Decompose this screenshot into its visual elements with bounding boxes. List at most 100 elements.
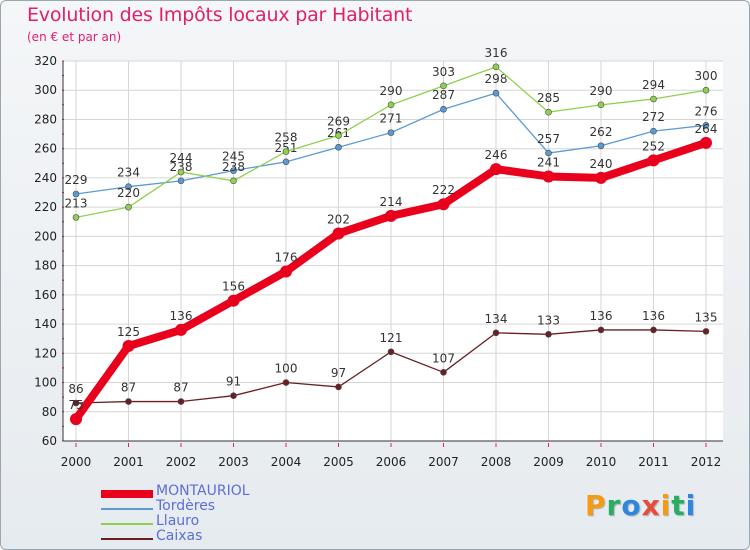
legend-label: Caixas (156, 528, 203, 544)
data-point-llauro (492, 63, 500, 71)
legend-swatch (101, 508, 153, 510)
logo-letter: P (585, 489, 607, 522)
x-tick-label: 2007 (428, 455, 459, 469)
data-label-torderes: 287 (432, 88, 455, 102)
legend-item-llauro: Llauro (101, 513, 321, 531)
data-label-caixas: 86 (68, 382, 83, 396)
data-label-caixas: 136 (590, 309, 613, 323)
data-point-montauriol (332, 227, 345, 240)
data-point-caixas (597, 326, 605, 334)
x-tick-label: 2012 (691, 455, 722, 469)
data-point-montauriol (122, 340, 135, 352)
data-point-caixas (492, 329, 500, 337)
data-point-torderes (282, 158, 290, 166)
legend-label: MONTAURIOL (156, 483, 250, 499)
y-tick-label: 60 (42, 434, 57, 448)
data-point-llauro (597, 101, 605, 109)
data-label-llauro: 238 (222, 160, 245, 174)
data-point-torderes (335, 143, 342, 151)
data-label-llauro: 316 (485, 46, 508, 60)
data-label-llauro: 303 (432, 65, 455, 79)
data-label-montauriol: 136 (170, 309, 193, 323)
y-tick-label: 140 (34, 317, 57, 331)
proxiti-logo: Proxiti (585, 489, 696, 522)
data-label-montauriol: 214 (380, 195, 403, 209)
legend-label: Llauro (156, 513, 200, 529)
data-point-montauriol (700, 136, 712, 149)
y-tick-label: 240 (34, 171, 57, 185)
data-label-caixas: 87 (173, 381, 188, 395)
data-label-montauriol: 264 (695, 122, 718, 136)
data-point-torderes (597, 142, 605, 150)
logo-letter: i (660, 489, 672, 522)
data-point-caixas (650, 326, 657, 334)
y-tick-label: 160 (34, 288, 57, 302)
data-label-caixas: 91 (226, 375, 241, 389)
data-label-torderes: 234 (117, 166, 140, 180)
data-point-llauro (650, 95, 657, 103)
data-point-llauro (177, 168, 185, 176)
data-label-torderes: 271 (380, 112, 403, 126)
data-label-llauro: 258 (275, 131, 298, 145)
data-point-caixas (545, 331, 552, 338)
data-label-llauro: 285 (537, 91, 560, 105)
data-label-caixas: 136 (642, 309, 665, 323)
logo-letter: i (685, 489, 697, 522)
data-label-torderes: 272 (642, 110, 665, 124)
legend-swatch (101, 523, 153, 525)
legend-item-torderes: Tordères (101, 498, 321, 516)
data-label-torderes: 238 (170, 160, 193, 174)
legend-swatch (101, 490, 153, 498)
x-tick-label: 2011 (638, 455, 669, 469)
data-point-montauriol (595, 171, 607, 184)
data-point-caixas (125, 398, 132, 405)
x-tick-label: 2005 (323, 455, 354, 469)
data-label-llauro: 290 (380, 84, 403, 98)
y-tick-label: 220 (34, 200, 57, 214)
y-tick-label: 260 (34, 142, 57, 156)
y-tick-label: 180 (34, 259, 57, 273)
data-point-torderes (230, 167, 237, 174)
y-tick-label: 100 (34, 376, 57, 390)
data-point-torderes (177, 177, 185, 185)
data-label-torderes: 262 (590, 125, 613, 139)
plot-area (63, 61, 723, 441)
legend-label: Tordères (156, 498, 216, 514)
data-point-llauro (440, 82, 447, 90)
data-label-montauriol: 176 (275, 250, 298, 264)
data-label-torderes: 229 (65, 173, 88, 187)
data-point-montauriol (280, 265, 292, 278)
data-point-torderes (492, 89, 500, 97)
data-point-caixas (440, 369, 447, 376)
data-label-caixas: 121 (380, 331, 403, 345)
data-point-montauriol (542, 170, 555, 183)
data-label-caixas: 135 (695, 310, 718, 324)
x-tick-label: 2001 (113, 455, 144, 469)
data-point-torderes (650, 127, 657, 135)
y-tick-label: 200 (34, 229, 57, 243)
data-label-montauriol: 240 (590, 157, 613, 171)
data-point-llauro (230, 177, 237, 185)
x-tick-label: 2003 (218, 455, 249, 469)
data-point-llauro (387, 101, 395, 109)
data-point-llauro (72, 214, 80, 221)
data-label-torderes: 245 (222, 150, 245, 164)
data-point-llauro (702, 86, 710, 94)
data-label-llauro: 294 (642, 78, 665, 92)
data-label-caixas: 97 (331, 366, 346, 380)
logo-letter: x (641, 489, 661, 522)
data-label-llauro: 213 (65, 196, 88, 210)
data-point-montauriol (385, 209, 397, 222)
x-tick-label: 2006 (376, 455, 407, 469)
data-label-caixas: 87 (121, 381, 136, 395)
y-tick-label: 280 (34, 112, 57, 126)
data-label-llauro: 290 (590, 84, 613, 98)
data-point-montauriol (70, 413, 82, 426)
logo-letter: o (621, 489, 642, 522)
data-point-torderes (125, 183, 132, 190)
chart-subtitle: (en € et par an) (27, 30, 122, 44)
data-label-torderes: 251 (275, 141, 298, 155)
data-label-montauriol: 241 (537, 155, 560, 169)
data-label-caixas: 100 (275, 362, 298, 376)
data-label-llauro: 269 (327, 115, 350, 129)
